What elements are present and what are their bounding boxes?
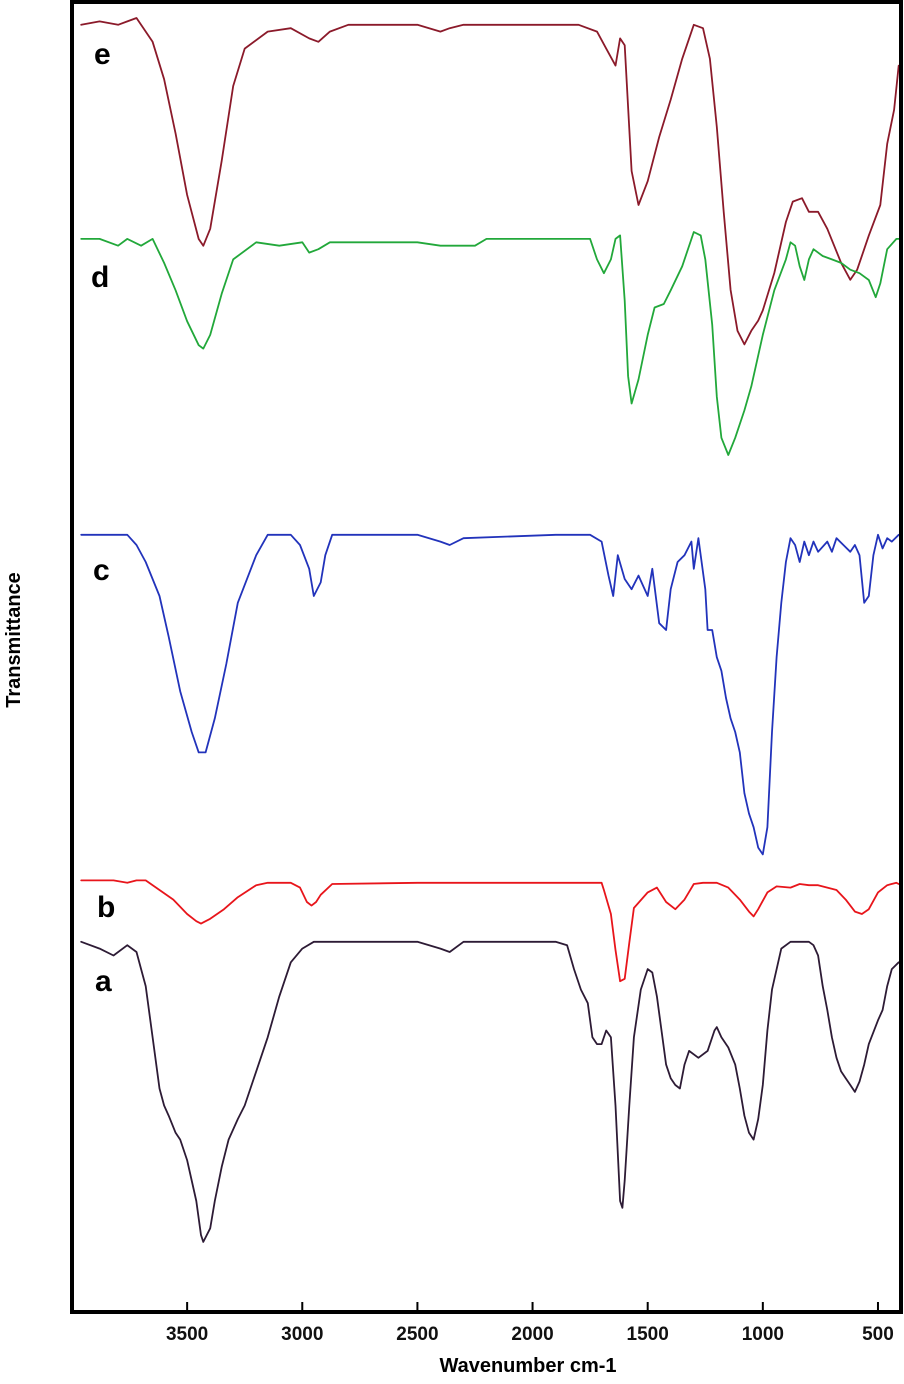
series-label-b: b — [97, 891, 115, 924]
series-label-a: a — [95, 965, 112, 998]
spectrum-trace-d — [80, 231, 900, 456]
series-label-c: c — [93, 554, 110, 587]
spectrum-trace-c — [80, 533, 900, 856]
spectra-traces — [80, 17, 900, 1243]
spectrum-trace-b — [80, 879, 900, 983]
x-axis-title: Wavenumber cm-1 — [439, 1355, 616, 1377]
x-tick-label: 3000 — [281, 1324, 323, 1345]
y-axis-title: Transmittance — [3, 572, 25, 708]
x-tick-label: 3500 — [166, 1324, 208, 1345]
x-axis-ticks: 3500 3000 2500 2000 1500 1000 500 — [166, 1302, 894, 1345]
x-tick-label: 2000 — [511, 1324, 553, 1345]
x-tick-label: 500 — [862, 1324, 894, 1345]
spectrum-trace-a — [80, 940, 900, 1243]
series-label-d: d — [91, 261, 109, 294]
x-tick-label: 1500 — [627, 1324, 669, 1345]
series-labels: e d c b a — [91, 38, 115, 998]
x-tick-label: 2500 — [396, 1324, 438, 1345]
spectrum-trace-e — [80, 17, 900, 346]
plot-frame — [70, 0, 903, 1314]
x-tick-label: 1000 — [742, 1324, 784, 1345]
series-label-e: e — [94, 38, 111, 71]
